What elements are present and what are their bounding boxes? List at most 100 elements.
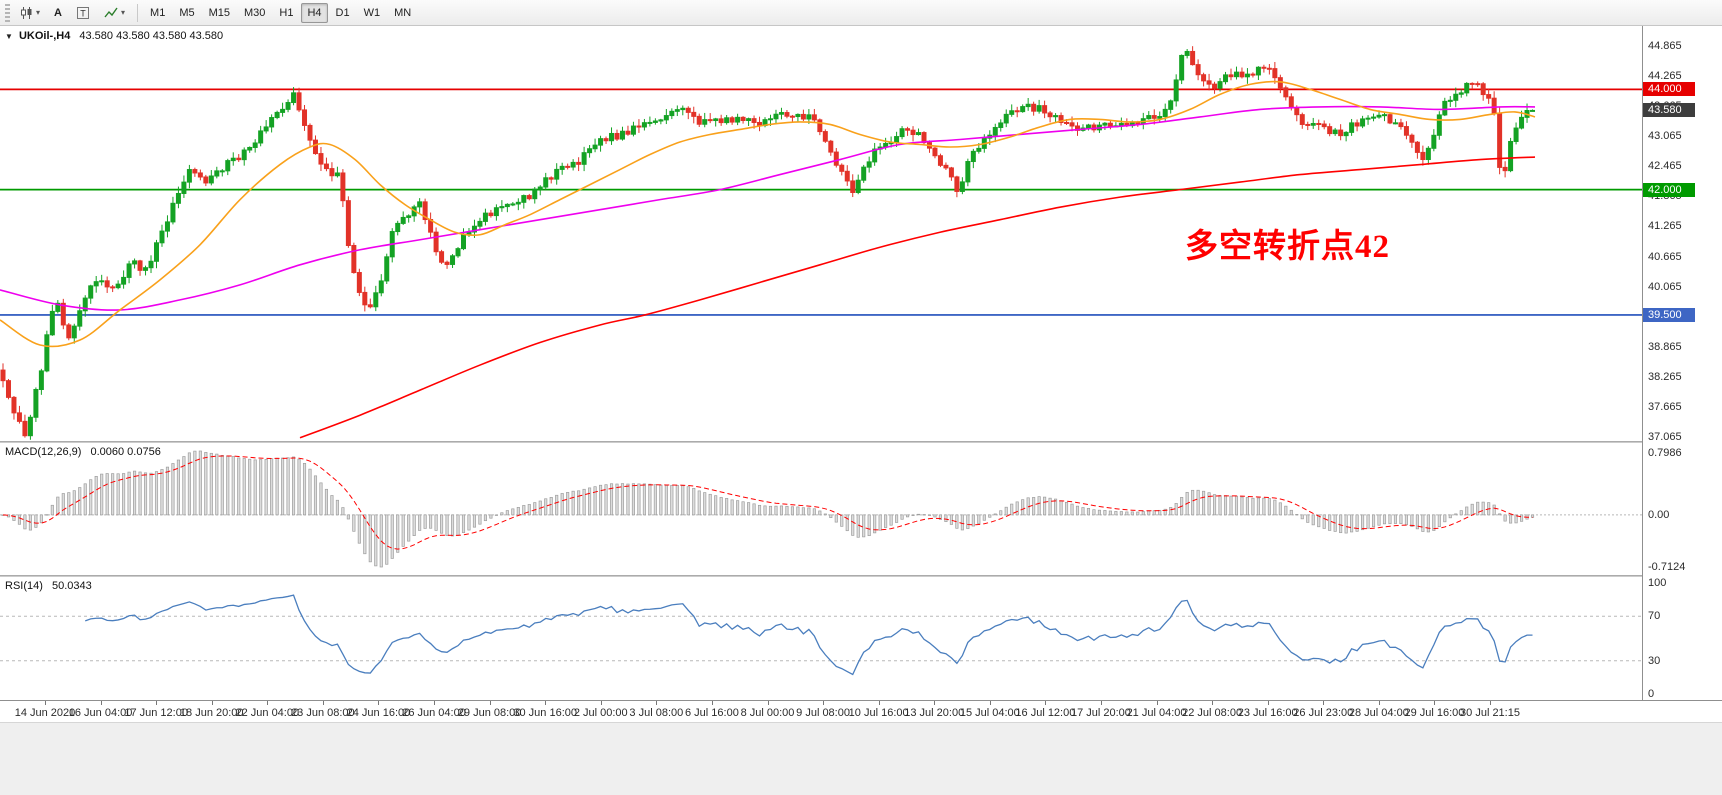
time-tick <box>1378 701 1380 705</box>
timeframe-button-h4[interactable]: H4 <box>301 2 328 23</box>
toolbar-grip[interactable] <box>5 3 10 22</box>
rsi-scale-30: 30 <box>1648 654 1661 667</box>
time-axis-label: 22 Jun 04:00 <box>235 707 300 719</box>
time-axis-label: 30 Jun 16:00 <box>513 707 577 719</box>
macd-values: 0.0060 0.0756 <box>90 446 161 458</box>
timeframe-button-m15[interactable]: M15 <box>203 3 236 23</box>
timeframe-button-m5[interactable]: M5 <box>173 3 200 23</box>
macd-scale-zero: 0.00 <box>1648 508 1670 521</box>
timeframe-button-w1[interactable]: W1 <box>358 3 387 23</box>
cursor-a-button[interactable]: A <box>48 3 68 23</box>
time-axis-label: 23 Jun 08:00 <box>291 707 355 719</box>
macd-label: MACD(12,26,9) <box>5 446 82 458</box>
timeframe-button-m30[interactable]: M30 <box>238 3 271 23</box>
time-axis-label: 6 Jul 16:00 <box>685 707 739 719</box>
price-scale-label: 44.865 <box>1648 40 1682 52</box>
oneclick-arrow-icon[interactable]: ▼ <box>5 32 13 41</box>
time-tick <box>934 701 936 705</box>
time-axis-label: 10 Jul 16:00 <box>848 707 909 719</box>
time-axis-label: 30 Jul 21:15 <box>1460 707 1520 719</box>
macd-canvas[interactable] <box>0 443 1722 575</box>
indicator-icon <box>104 7 118 17</box>
time-axis-label: 3 Jul 08:00 <box>629 707 684 719</box>
price-badge-39.500: 39.500 <box>1643 307 1695 322</box>
panel-splitter[interactable] <box>0 575 1722 577</box>
time-tick <box>989 701 991 705</box>
timeframe-button-d1[interactable]: D1 <box>330 3 356 23</box>
time-tick <box>878 701 880 705</box>
price-badge-44.000: 44.000 <box>1643 82 1695 97</box>
time-axis-label: 9 Jul 08:00 <box>796 707 850 719</box>
chart-window: ▼ UKOil-,H4 43.580 43.580 43.580 43.580 … <box>0 26 1722 795</box>
time-tick <box>434 701 436 705</box>
time-axis-label: 16 Jun 04:00 <box>68 707 133 719</box>
timeframe-button-mn[interactable]: MN <box>388 3 417 23</box>
time-tick <box>489 701 491 705</box>
time-axis-label: 17 Jun 12:00 <box>124 707 188 719</box>
panel-splitter[interactable] <box>0 441 1722 443</box>
price-scale-label: 40.665 <box>1648 250 1682 263</box>
time-tick <box>1045 701 1047 705</box>
time-tick <box>656 701 658 705</box>
window-background <box>0 722 1722 795</box>
rsi-canvas[interactable] <box>0 577 1722 700</box>
time-tick <box>1212 701 1214 705</box>
main-chart-canvas[interactable] <box>0 26 1722 441</box>
rsi-scale-0: 0 <box>1648 688 1655 700</box>
time-axis-label: 8 Jul 00:00 <box>740 707 795 719</box>
text-tool-icon: T <box>77 6 90 19</box>
time-tick <box>156 701 158 705</box>
time-tick <box>1267 701 1269 705</box>
time-axis-label: 14 Jun 2020 <box>14 707 76 719</box>
time-axis-label: 28 Jul 04:00 <box>1348 707 1409 719</box>
price-scale-label: 40.065 <box>1648 280 1682 293</box>
time-axis-label: 16 Jul 12:00 <box>1015 707 1076 719</box>
time-axis-label: 23 Jul 16:00 <box>1237 707 1298 719</box>
price-badge-42.000: 42.000 <box>1643 182 1695 197</box>
price-scale-label: 37.065 <box>1648 431 1682 443</box>
price-scale-label: 43.065 <box>1648 130 1682 143</box>
rsi-scale-70: 70 <box>1648 610 1661 623</box>
price-scale-label: 38.865 <box>1648 340 1682 353</box>
text-label-button[interactable]: T <box>70 3 96 23</box>
time-axis-label: 21 Jul 04:00 <box>1126 707 1187 719</box>
price-scale[interactable]: 44.86544.26543.66543.06542.46541.86541.2… <box>1642 26 1722 700</box>
price-scale-label: 42.465 <box>1648 160 1682 173</box>
macd-scale-max: 0.7986 <box>1648 447 1682 459</box>
cursor-a-label: A <box>54 6 62 19</box>
time-tick <box>545 701 547 705</box>
time-tick <box>100 701 102 705</box>
chart-title: ▼ UKOil-,H4 43.580 43.580 43.580 43.580 <box>5 30 223 42</box>
time-axis-label: 18 Jun 20:00 <box>179 707 244 719</box>
time-tick <box>1100 701 1102 705</box>
macd-title: MACD(12,26,9) 0.0060 0.0756 <box>5 446 161 458</box>
time-axis-label: 17 Jul 20:00 <box>1070 707 1131 719</box>
ohlc-values: 43.580 43.580 43.580 43.580 <box>79 30 224 42</box>
time-tick <box>1490 701 1491 705</box>
timeframe-button-m1[interactable]: M1 <box>144 3 171 23</box>
timeframe-group: M1 M5 M15 M30 H1 H4 D1 W1 MN <box>143 2 418 23</box>
time-tick <box>600 701 602 705</box>
time-tick <box>267 701 269 705</box>
time-axis-label: 22 Jul 08:00 <box>1182 707 1243 719</box>
timeframe-button-h1[interactable]: H1 <box>273 3 299 23</box>
candlestick-chart-icon <box>21 6 32 19</box>
price-scale-label: 44.265 <box>1648 70 1682 83</box>
time-tick <box>1323 701 1325 705</box>
price-scale-label: 41.265 <box>1648 220 1682 233</box>
time-tick <box>211 701 213 705</box>
chart-type-button[interactable]: ▾ <box>14 3 46 23</box>
time-axis[interactable]: 14 Jun 2020 16 Jun 04:00 17 Jun 12:00 18 Ju… <box>0 700 1722 722</box>
indicators-button[interactable]: ▾ <box>98 3 131 23</box>
time-tick <box>767 701 769 705</box>
time-tick <box>45 701 46 705</box>
time-tick <box>1434 701 1436 705</box>
time-tick <box>823 701 825 705</box>
time-axis-label: 26 Jun 04:00 <box>402 707 466 719</box>
time-axis-label: 24 Jun 16:00 <box>346 707 411 719</box>
toolbar-separator <box>137 3 139 22</box>
time-axis-label: 26 Jul 23:00 <box>1293 707 1354 719</box>
time-axis-label: 15 Jul 04:00 <box>959 707 1020 719</box>
rsi-scale-100: 100 <box>1648 577 1667 589</box>
